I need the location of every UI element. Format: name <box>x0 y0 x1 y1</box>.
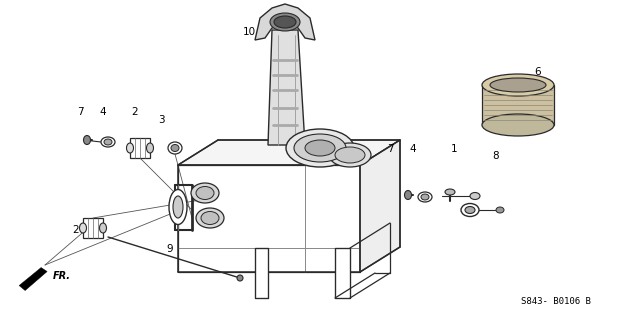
Polygon shape <box>178 165 360 272</box>
Ellipse shape <box>305 140 335 156</box>
Polygon shape <box>255 4 315 40</box>
Ellipse shape <box>496 207 504 213</box>
Ellipse shape <box>171 145 179 152</box>
Text: 7: 7 <box>387 144 394 154</box>
Ellipse shape <box>168 142 182 154</box>
Ellipse shape <box>465 206 475 213</box>
Ellipse shape <box>482 114 554 136</box>
Ellipse shape <box>191 183 219 203</box>
Text: 3: 3 <box>158 115 164 125</box>
Polygon shape <box>19 268 47 291</box>
Polygon shape <box>178 140 400 165</box>
Ellipse shape <box>196 208 224 228</box>
Ellipse shape <box>286 129 354 167</box>
Ellipse shape <box>147 143 154 153</box>
Polygon shape <box>83 218 103 238</box>
Ellipse shape <box>104 139 112 145</box>
Ellipse shape <box>196 187 214 199</box>
Text: 9: 9 <box>166 244 173 254</box>
Polygon shape <box>335 248 350 298</box>
Ellipse shape <box>404 190 412 199</box>
Polygon shape <box>360 140 400 272</box>
Ellipse shape <box>294 134 346 162</box>
Ellipse shape <box>99 223 106 233</box>
Polygon shape <box>130 138 150 158</box>
Text: 10: 10 <box>243 27 256 37</box>
Text: FR.: FR. <box>53 271 71 280</box>
Ellipse shape <box>482 74 554 96</box>
Ellipse shape <box>270 13 300 31</box>
Ellipse shape <box>101 137 115 147</box>
Polygon shape <box>255 248 268 298</box>
Text: 8: 8 <box>493 151 499 161</box>
Ellipse shape <box>461 204 479 217</box>
Ellipse shape <box>127 143 134 153</box>
Text: 4: 4 <box>99 107 106 117</box>
Ellipse shape <box>201 211 219 225</box>
Text: 2: 2 <box>131 107 138 117</box>
Ellipse shape <box>490 78 546 92</box>
Text: 6: 6 <box>534 67 541 77</box>
Ellipse shape <box>274 16 296 28</box>
Text: S843- B0106 B: S843- B0106 B <box>521 298 591 307</box>
Ellipse shape <box>237 275 243 281</box>
Text: 1: 1 <box>451 144 458 154</box>
Ellipse shape <box>173 196 183 218</box>
Ellipse shape <box>445 189 455 195</box>
Text: 4: 4 <box>410 144 416 154</box>
Polygon shape <box>482 85 554 125</box>
Ellipse shape <box>329 143 371 167</box>
Text: 7: 7 <box>77 107 83 117</box>
Ellipse shape <box>169 189 187 225</box>
Text: 2: 2 <box>72 225 79 235</box>
Ellipse shape <box>470 192 480 199</box>
Ellipse shape <box>418 192 432 202</box>
Ellipse shape <box>83 136 90 145</box>
Ellipse shape <box>421 194 429 200</box>
Polygon shape <box>268 30 305 145</box>
Ellipse shape <box>79 223 86 233</box>
Ellipse shape <box>335 147 365 163</box>
